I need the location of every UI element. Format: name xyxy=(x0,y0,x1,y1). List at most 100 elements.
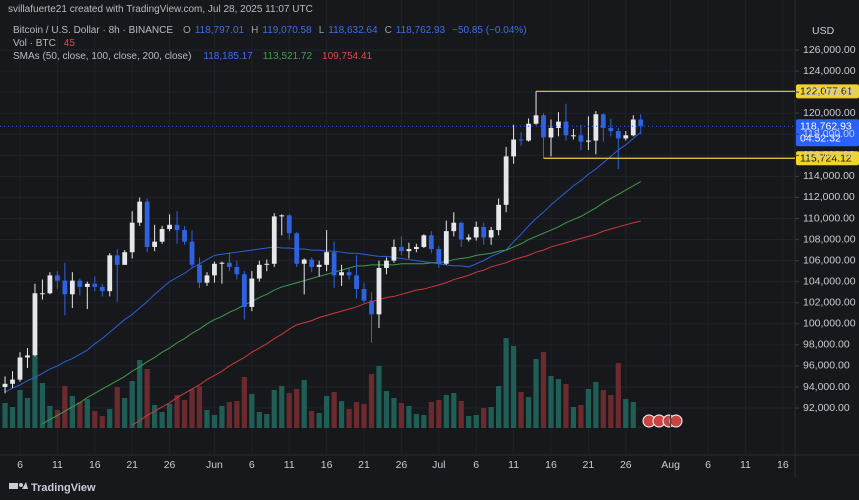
volume-bar xyxy=(294,389,300,428)
candle-body xyxy=(47,275,53,294)
x-tick-label: 26 xyxy=(396,459,408,471)
volume-bar xyxy=(9,407,16,428)
candle-body xyxy=(2,383,8,387)
volume-bar xyxy=(436,400,442,428)
volume-bar xyxy=(219,406,225,428)
symbol-row: Bitcoin / U.S. Dollar · 8h · BINANCE O 11… xyxy=(13,25,527,36)
volume-bar xyxy=(376,366,382,428)
candle-body xyxy=(473,226,479,238)
candle-body xyxy=(533,115,539,124)
volume-bar xyxy=(166,404,173,428)
volume-bar xyxy=(211,415,218,428)
candle-body xyxy=(167,224,172,230)
ohlc-key: C xyxy=(384,25,392,36)
author-line: svillafuerte21 created with TradingView.… xyxy=(8,4,313,15)
y-tick-label: 104,000.00 xyxy=(803,275,856,287)
candle-body xyxy=(563,121,569,136)
candle-body xyxy=(428,235,434,250)
candle-body xyxy=(556,121,561,128)
candle-body xyxy=(384,260,389,268)
y-tick-label: 96,000.00 xyxy=(803,360,850,372)
volume-bar xyxy=(346,409,352,428)
candle-body xyxy=(92,283,98,287)
volume-bar xyxy=(309,411,315,428)
volume-bar xyxy=(563,384,569,428)
y-tick-label: 112,000.00 xyxy=(803,191,855,203)
volume-row: Vol · BTC 45 xyxy=(13,38,75,49)
candle-body xyxy=(309,259,315,267)
y-tick-label: 94,000.00 xyxy=(803,381,850,393)
x-tick-label: 16 xyxy=(321,459,333,471)
candle-body xyxy=(413,246,419,250)
volume-bar xyxy=(189,389,195,428)
x-tick-label: 26 xyxy=(164,459,176,471)
candle-body xyxy=(256,264,262,279)
change-value: −50.85 (−0.04%) xyxy=(452,25,527,36)
volume-bar xyxy=(32,356,38,428)
volume-bar xyxy=(570,407,577,428)
candle-body xyxy=(354,275,359,290)
y-tick-label: 102,000.00 xyxy=(803,297,856,309)
ohlc-key: O xyxy=(183,25,191,36)
candle-body xyxy=(541,115,546,138)
candle-body xyxy=(421,235,427,247)
x-tick-label: 21 xyxy=(358,459,370,471)
volume-bar xyxy=(84,399,90,428)
candle-body xyxy=(286,215,292,234)
volume-bar xyxy=(77,402,83,428)
volume-bar xyxy=(421,415,427,428)
volume-bar xyxy=(473,415,479,428)
y-tick-label: 122,000.00 xyxy=(803,86,856,98)
sma-line xyxy=(4,131,642,393)
candle-body xyxy=(182,230,187,242)
volume-bar xyxy=(608,395,614,428)
volume-bar xyxy=(638,427,644,429)
x-tick-label: 6 xyxy=(473,459,479,471)
y-tick-label: 116,000.00 xyxy=(803,149,855,161)
candle-body xyxy=(324,252,330,265)
last-price-tag xyxy=(796,119,859,147)
candle-body xyxy=(331,252,337,276)
countdown-label: 04:52:32 xyxy=(800,133,841,145)
sma-value: 113,521.72 xyxy=(262,51,313,62)
candle-body xyxy=(197,264,202,283)
volume-bar xyxy=(24,398,31,428)
x-tick-label: 11 xyxy=(52,459,63,471)
footer-brand: TradingView xyxy=(31,482,96,494)
y-tick-label: 106,000.00 xyxy=(803,254,856,266)
volume-bar xyxy=(151,405,158,428)
x-tick-label: 11 xyxy=(508,459,519,471)
x-tick-label: 6 xyxy=(249,459,255,471)
volume-bar xyxy=(533,359,539,428)
candle-body xyxy=(219,262,225,264)
x-tick-label: Jul xyxy=(432,459,445,471)
candle-body xyxy=(638,119,644,127)
volume-bar xyxy=(600,390,606,428)
ohlc-value: 119,070.58 xyxy=(262,25,312,36)
volume-bar xyxy=(503,338,509,428)
candle-body xyxy=(107,255,113,292)
volume-bar xyxy=(413,414,419,428)
volume-bar xyxy=(114,387,120,428)
candle-body xyxy=(316,264,322,267)
candle-body xyxy=(346,272,352,276)
volume-bar xyxy=(62,386,68,428)
volume-bar xyxy=(338,401,345,428)
volume-bar xyxy=(391,398,397,428)
candle-body xyxy=(189,241,195,265)
x-tick-label: 21 xyxy=(583,459,595,471)
volume-bar xyxy=(331,392,337,428)
volume-bar xyxy=(428,402,434,428)
candle-body xyxy=(174,224,180,231)
volume-bar xyxy=(368,374,375,428)
volume-bar xyxy=(241,377,247,428)
candle-body xyxy=(271,216,277,264)
volume-bar xyxy=(99,416,105,428)
volume-bar xyxy=(555,379,562,428)
y-tick-label: 118,000.00 xyxy=(803,128,855,140)
y-tick-label: 92,000.00 xyxy=(803,402,850,414)
volume-label: Vol · BTC xyxy=(13,38,56,49)
candle-body xyxy=(152,241,158,247)
candle-body xyxy=(122,252,128,265)
